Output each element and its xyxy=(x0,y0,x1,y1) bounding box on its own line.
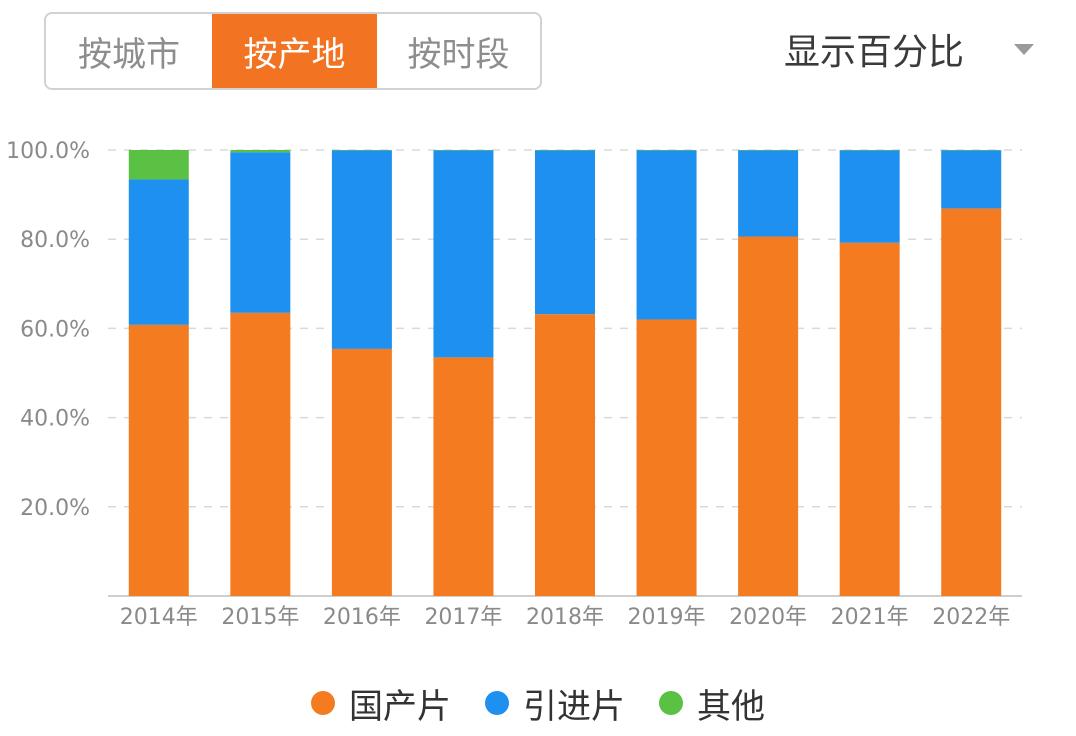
display-mode-dropdown[interactable]: 显示百分比 xyxy=(784,18,1044,80)
bar-segment xyxy=(230,150,291,153)
bar-segment xyxy=(331,348,392,596)
legend-swatch xyxy=(659,691,683,715)
legend-swatch xyxy=(485,691,509,715)
bar-segment xyxy=(535,150,595,315)
bar-segment xyxy=(738,150,799,237)
bar-segment xyxy=(331,150,392,349)
x-tick-label: 2022年 xyxy=(932,605,1010,630)
tab-by-period[interactable]: 按时段 xyxy=(407,34,510,75)
bar-segment xyxy=(433,150,494,358)
legend-swatch xyxy=(311,691,335,715)
y-tick-label: 100.0% xyxy=(6,139,90,164)
bar-segment xyxy=(839,150,900,243)
bar-segment xyxy=(535,314,595,596)
bar-segment xyxy=(941,150,1002,209)
legend-item[interactable]: 其他 xyxy=(659,679,765,728)
chevron-down-icon xyxy=(1014,44,1034,55)
y-tick-label: 60.0% xyxy=(20,317,90,342)
bar-segment xyxy=(941,208,1002,596)
legend-label: 引进片 xyxy=(523,686,625,727)
legend-item[interactable]: 国产片 xyxy=(311,679,451,728)
bar-segment xyxy=(230,152,291,313)
legend-label: 其他 xyxy=(697,686,765,727)
dropdown-label: 显示百分比 xyxy=(784,32,965,73)
bar-segment xyxy=(230,312,291,596)
bar-segment xyxy=(636,319,697,596)
bar-segment xyxy=(839,242,900,596)
x-tick-label: 2018年 xyxy=(526,605,604,630)
y-tick-label: 20.0% xyxy=(20,496,90,521)
view-mode-toggle: 按城市 按产地 按时段 xyxy=(44,12,542,90)
x-tick-label: 2021年 xyxy=(831,605,909,630)
legend-item[interactable]: 引进片 xyxy=(485,679,625,728)
legend-label: 国产片 xyxy=(349,686,451,727)
x-tick-label: 2020年 xyxy=(729,605,807,630)
bar-segment xyxy=(433,357,494,596)
bar-segment xyxy=(738,236,799,597)
bar-segment xyxy=(128,324,189,596)
chart-legend: 国产片 引进片 其他 xyxy=(0,679,1076,728)
x-tick-label: 2019年 xyxy=(628,605,706,630)
bar-segment xyxy=(128,150,189,180)
bar-segment xyxy=(636,150,697,320)
tab-by-city[interactable]: 按城市 xyxy=(78,34,180,75)
y-tick-label: 80.0% xyxy=(20,228,90,253)
x-tick-label: 2016年 xyxy=(323,605,401,630)
stacked-bar-chart: 20.0% 40.0% 60.0% 80.0% 100.0% 2014年 2015年 2016… xyxy=(6,139,1022,630)
x-tick-label: 2015年 xyxy=(221,605,299,630)
x-tick-label: 2017年 xyxy=(424,605,502,630)
bar-segment xyxy=(128,179,189,325)
x-tick-label: 2014年 xyxy=(120,605,198,630)
y-tick-label: 40.0% xyxy=(20,407,90,432)
tab-by-origin[interactable]: 按产地 xyxy=(212,14,377,88)
